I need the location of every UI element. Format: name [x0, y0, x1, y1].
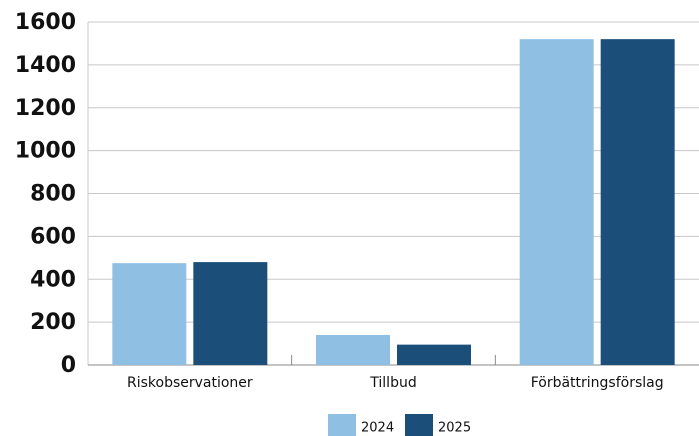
y-tick-label: 0	[61, 353, 76, 378]
bar	[397, 344, 471, 365]
legend-swatch	[405, 414, 433, 436]
bar	[193, 262, 268, 365]
bar	[316, 334, 390, 365]
legend-label: 2025	[438, 421, 471, 436]
x-tick-label: Riskobservationer	[127, 375, 253, 391]
bar	[112, 263, 187, 365]
y-tick-label: 200	[30, 310, 76, 335]
y-tick-label: 600	[30, 224, 76, 249]
bar	[519, 39, 594, 366]
y-tick-label: 400	[30, 267, 76, 292]
legend-label: 2024	[361, 421, 394, 436]
y-tick-label: 800	[30, 182, 76, 207]
x-tick-label: Förbättringsförslag	[531, 375, 664, 391]
y-tick-label: 1400	[15, 53, 76, 78]
x-tick-label: Tillbud	[369, 375, 416, 391]
y-tick-label: 1000	[15, 139, 76, 164]
bar	[600, 39, 675, 366]
y-tick-label: 1600	[15, 10, 76, 35]
legend-swatch	[328, 414, 356, 436]
y-tick-label: 1200	[15, 96, 76, 121]
